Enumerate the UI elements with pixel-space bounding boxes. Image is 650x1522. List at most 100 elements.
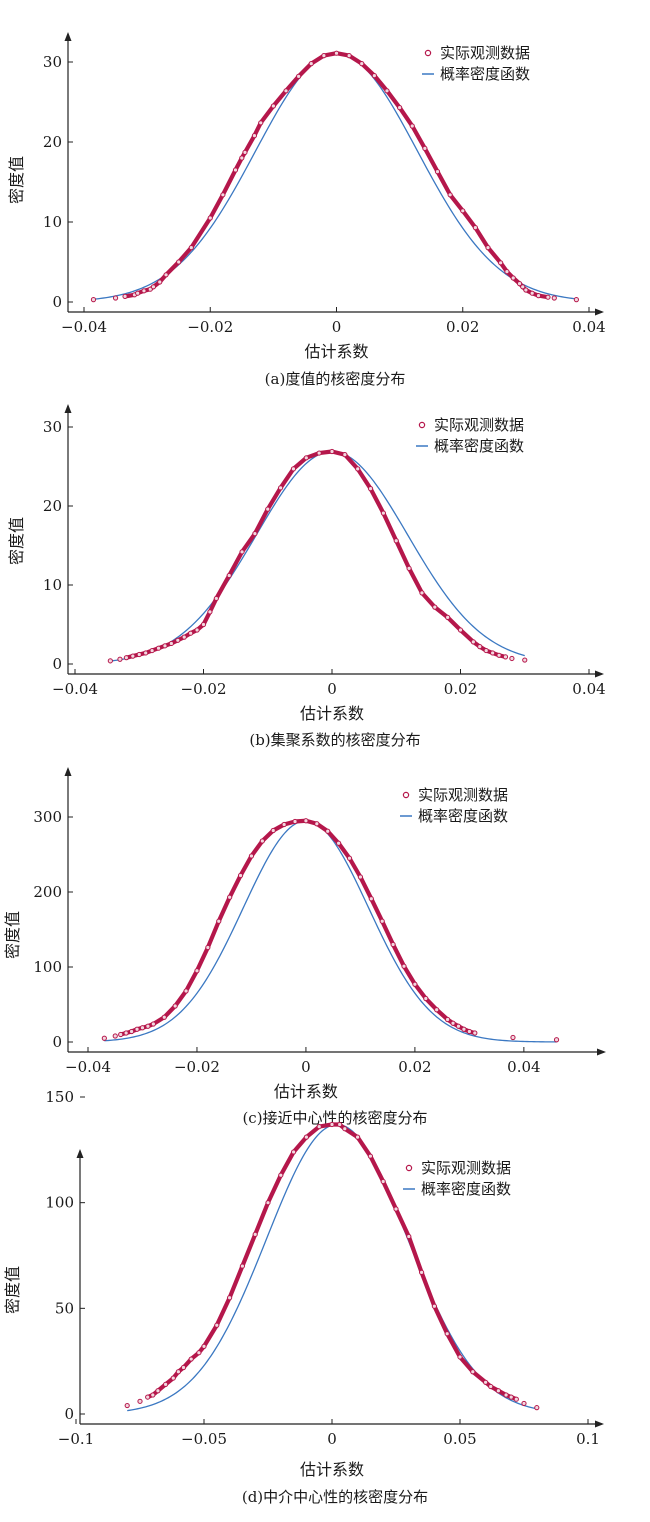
observed-data-point <box>175 637 181 643</box>
chart-caption: (c)接近中心性的核密度分布 <box>242 1109 427 1127</box>
observed-data-point <box>367 486 374 492</box>
observed-data-point <box>314 821 320 827</box>
observed-data-point <box>303 1134 309 1140</box>
y-tick-label: 300 <box>33 808 62 826</box>
observed-data-point <box>175 1369 181 1375</box>
observed-data-point <box>466 1028 472 1035</box>
y-tick-label: 0 <box>64 1405 74 1423</box>
observed-data-point <box>393 1206 399 1212</box>
observed-data-point <box>270 827 276 834</box>
observed-data-point <box>149 647 155 654</box>
observed-data-point <box>303 455 309 461</box>
observed-data-point <box>393 538 399 544</box>
legend-label-observed: 实际观测数据 <box>440 44 530 62</box>
observed-data-point <box>117 656 123 662</box>
chart-caption: (d)中介中心性的核密度分布 <box>242 1488 428 1506</box>
observed-data-point <box>342 452 348 458</box>
observed-data-point <box>163 1381 169 1388</box>
observed-data-point <box>509 655 515 662</box>
observed-data-point <box>573 297 579 303</box>
observed-data-point <box>535 293 542 299</box>
observed-data-point <box>529 290 535 296</box>
observed-data-point <box>205 944 211 951</box>
observed-data-point <box>292 818 298 825</box>
observed-data-point <box>510 1034 516 1041</box>
observed-data-point <box>242 149 248 155</box>
x-tick-label: −0.02 <box>187 318 233 336</box>
x-axis-arrow-icon <box>595 308 604 316</box>
observed-data-point <box>150 1392 156 1398</box>
y-tick-label: 30 <box>43 53 62 71</box>
observed-data-point <box>513 1396 519 1402</box>
observed-data-point <box>367 1153 373 1159</box>
observed-data-point <box>176 259 182 265</box>
x-axis-arrow-icon <box>595 670 604 678</box>
observed-data-point <box>508 1394 514 1400</box>
observed-data-point <box>490 650 496 656</box>
y-tick-label: 0 <box>52 1033 62 1051</box>
observed-data-point <box>457 1354 463 1360</box>
observed-data-point <box>434 169 441 175</box>
observed-data-point <box>406 1233 412 1240</box>
x-tick-label: −0.04 <box>52 680 98 698</box>
observed-data-point <box>258 120 264 126</box>
observed-data-point <box>450 1020 456 1026</box>
observed-data-point <box>183 988 189 994</box>
y-tick-label: 10 <box>43 576 62 594</box>
x-tick-label: 0 <box>327 1430 337 1448</box>
x-tick-label: 0 <box>327 680 337 698</box>
x-tick-label: 0 <box>332 318 342 336</box>
observed-data-point <box>472 225 478 231</box>
observed-data-point <box>207 215 213 221</box>
observed-data-point <box>355 466 361 472</box>
legend-marker-observed <box>418 421 426 429</box>
y-axis-arrow-icon <box>64 32 72 41</box>
observed-data-point <box>384 88 390 94</box>
observed-data-point <box>181 634 187 640</box>
observed-data-point <box>522 657 528 663</box>
observed-data-point <box>523 287 529 293</box>
observed-data-point <box>495 1388 501 1394</box>
observed-data-point <box>141 288 147 294</box>
observed-data-point <box>200 621 207 628</box>
x-tick-label: 0 <box>301 1058 311 1076</box>
pdf-curve <box>93 52 577 300</box>
x-tick-label: −0.02 <box>181 680 227 698</box>
observed-data-point <box>180 1364 187 1371</box>
observed-data-point <box>161 1014 167 1020</box>
observed-data-point <box>470 639 476 645</box>
observed-data-point <box>342 1126 348 1132</box>
x-axis-arrow-icon <box>595 1420 604 1428</box>
observed-data-band <box>122 51 551 300</box>
observed-data-point <box>447 192 453 198</box>
x-axis-label: 估计系数 <box>274 1082 338 1101</box>
observed-data-point <box>355 1134 361 1140</box>
observed-data-point <box>553 1037 560 1043</box>
observed-data-point <box>321 53 327 59</box>
x-tick-label: −0.05 <box>181 1430 227 1448</box>
observed-data-point <box>265 506 271 512</box>
x-tick-label: 0.1 <box>576 1430 600 1448</box>
observed-data-point <box>419 590 425 596</box>
legend-label-observed: 实际观测数据 <box>418 786 508 804</box>
observed-data-point <box>194 627 200 633</box>
y-tick-label: 10 <box>43 213 62 231</box>
y-axis-label: 密度值 <box>3 1266 22 1314</box>
x-axis-label: 估计系数 <box>300 704 364 723</box>
observed-data-point <box>112 295 119 301</box>
y-tick-label: 100 <box>33 958 62 976</box>
observed-data-point <box>460 208 466 214</box>
observed-data-point <box>368 896 374 902</box>
observed-data-point <box>252 1231 258 1237</box>
observed-data-point <box>455 1023 462 1029</box>
observed-data-point <box>401 963 407 969</box>
observed-data-point <box>390 941 396 948</box>
observed-data-point <box>423 995 429 1002</box>
observed-data-point <box>101 1035 107 1041</box>
observed-data-point <box>226 572 232 579</box>
